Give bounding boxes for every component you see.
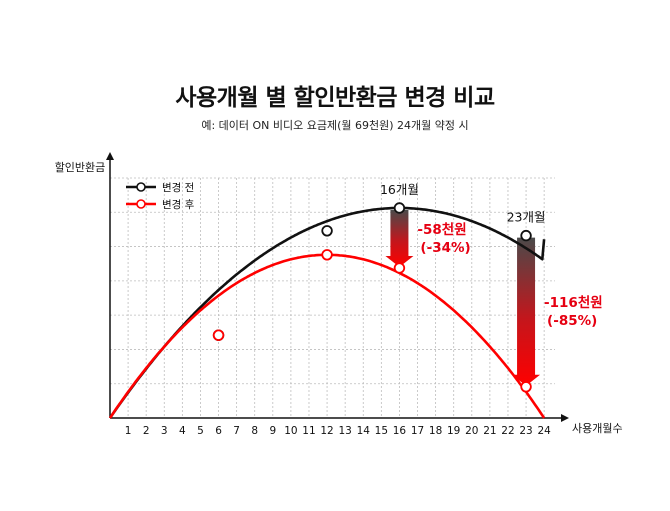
x-tick-label: 23 [519, 425, 532, 437]
difference-value-label: -116천원 [544, 295, 603, 311]
series-0-marker-12 [321, 225, 333, 237]
x-tick-label: 22 [501, 425, 514, 437]
x-tick-label: 13 [338, 425, 351, 437]
difference-arrows [385, 210, 541, 386]
legend-label: 변경 전 [162, 181, 194, 194]
x-tick-label: 8 [251, 425, 258, 437]
x-tick-labels: 1 2 3 4 5 6 7 8 9 10 11 12 13 14 15 16 17 18 19 20 21 22 23 24 [125, 425, 551, 437]
x-axis-arrow [561, 414, 569, 422]
difference-percent-label: (-85%) [547, 313, 597, 329]
x-tick-label: 10 [284, 425, 297, 437]
annotation-label: 16개월 [380, 182, 419, 197]
x-tick-label: 20 [465, 425, 478, 437]
series-0-marker-16 [393, 202, 406, 214]
x-tick-label: 24 [537, 425, 551, 437]
chart-subtitle: 예: 데이터 ON 비디오 요금제(월 69천원) 24개월 약정 시 [201, 119, 469, 132]
chart-title: 사용개월 별 할인반환금 변경 비교 [175, 85, 495, 111]
x-tick-label: 21 [483, 425, 496, 437]
annotations: 16개월 23개월 -58천원 (-34%) -116천원 (-85%) [380, 182, 603, 329]
x-tick-label: 7 [233, 425, 240, 437]
x-tick-label: 17 [411, 425, 424, 437]
difference-arrow-23 [512, 237, 541, 386]
legend-marker-0 [136, 182, 146, 192]
series-0-marker-23 [520, 229, 532, 242]
x-tick-label: 18 [429, 425, 442, 437]
axes: 할인반환금 사용개월수 [55, 152, 623, 435]
series-1-marker-6 [212, 329, 225, 341]
x-tick-label: 5 [197, 425, 204, 437]
series-1-marker-12 [321, 249, 333, 261]
x-tick-label: 15 [375, 425, 388, 437]
annotation-label: 23개월 [507, 210, 546, 225]
legend-label: 변경 후 [162, 198, 195, 211]
y-axis-arrow [106, 152, 114, 160]
difference-percent-label: (-34%) [420, 240, 470, 256]
y-axis-label: 할인반환금 [55, 161, 106, 174]
x-tick-label: 6 [215, 425, 222, 437]
x-axis-label: 사용개월수 [572, 422, 623, 435]
x-tick-label: 1 [125, 425, 132, 437]
x-tick-label: 14 [357, 425, 371, 437]
x-tick-label: 19 [447, 425, 460, 437]
x-tick-label: 4 [179, 425, 186, 437]
grid-lines [110, 177, 555, 418]
x-tick-label: 11 [302, 425, 315, 437]
x-tick-label: 2 [143, 425, 150, 437]
x-tick-label: 9 [269, 425, 276, 437]
difference-arrow-16 [385, 210, 414, 267]
x-tick-label: 12 [320, 425, 333, 437]
series-1-marker-16 [393, 262, 406, 274]
difference-value-label: -58천원 [417, 222, 466, 238]
series-markers [212, 202, 532, 393]
x-tick-label: 16 [393, 425, 407, 437]
x-tick-label: 3 [161, 425, 168, 437]
legend-marker-1 [136, 199, 146, 209]
series-1-marker-23 [520, 381, 532, 393]
legend: 변경 전변경 후 [126, 181, 195, 211]
